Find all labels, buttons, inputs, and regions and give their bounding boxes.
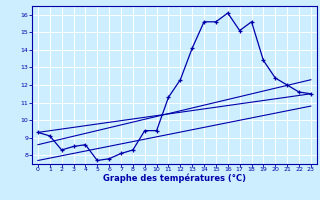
X-axis label: Graphe des températures (°C): Graphe des températures (°C) [103, 174, 246, 183]
